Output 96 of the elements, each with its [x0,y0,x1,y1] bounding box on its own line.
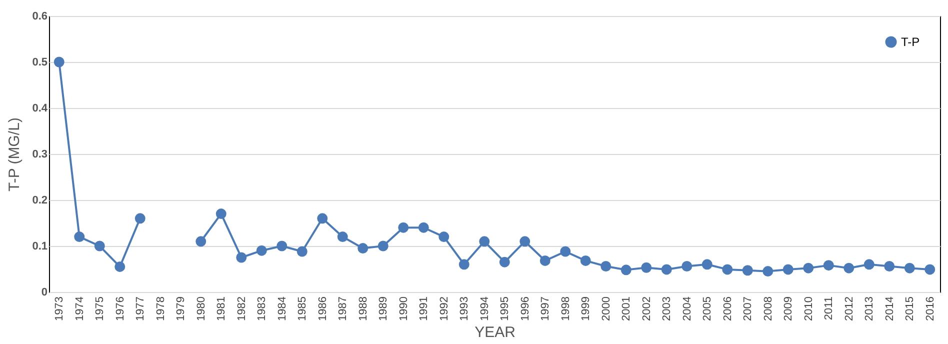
point [782,264,794,275]
point [661,264,672,275]
legend-label: T-P [901,35,920,49]
point [54,56,64,68]
point [520,236,530,247]
x-tick-label: 1976 [114,296,126,321]
point [499,256,510,268]
point [358,243,368,254]
point [134,213,146,224]
x-tick-label: 2015 [904,296,916,321]
x-tick-label: 1986 [316,296,329,321]
point [196,236,206,247]
x-tick-label: 1977 [134,296,147,321]
x-tick-label: 2013 [864,296,876,321]
point [560,246,571,257]
point [702,259,712,270]
point [276,240,288,252]
point [864,259,874,270]
x-tick-label: 1992 [438,296,450,321]
x-tick-label: 1980 [195,296,208,321]
x-tick-label: 1988 [357,296,370,321]
x-tick-label: 1991 [418,296,430,321]
x-tick-label: 2004 [681,296,694,321]
x-tick-label: 1975 [94,296,106,321]
x-tick-label: 2010 [802,296,815,321]
point [94,240,105,252]
x-tick-label: 2000 [600,296,612,321]
point [216,208,226,220]
x-tick-label: 1993 [458,296,471,321]
y-tick-label: 0.2 [32,194,48,206]
point [458,259,470,270]
point [337,232,348,242]
x-tick-label: 2006 [722,296,734,321]
point [580,255,591,266]
point [803,262,814,274]
x-tick-label: 1998 [560,296,572,321]
x-tick-label: 1994 [478,296,491,321]
x-tick-label: 2012 [843,296,856,321]
point [682,261,692,272]
point [600,261,612,272]
point [641,262,652,273]
point [74,232,85,242]
point [236,252,247,263]
point [438,232,450,242]
x-tick-label: 1996 [519,296,532,321]
x-tick-label: 1978 [154,296,167,321]
y-tick-label: 0.3 [32,148,48,160]
x-axis-title: YEAR [474,324,516,341]
x-tick-label: 2001 [620,296,633,321]
x-tick-label: 2008 [762,296,774,321]
y-axis-title: T-P (MG/L) [6,118,24,192]
point [924,264,936,275]
point [114,261,126,272]
x-tick-label: 2002 [640,296,653,321]
point [479,236,490,247]
point [722,264,733,275]
x-tick-label: 1973 [54,296,66,321]
point [904,262,915,274]
point [317,213,328,224]
point [884,261,895,272]
x-tick-label: 1997 [540,296,552,321]
x-tick-label: 2016 [924,296,936,321]
x-tick-label: 2009 [782,296,795,321]
x-tick-label: 2011 [823,296,836,320]
point [823,260,834,271]
x-tick-label: 1989 [378,296,390,321]
x-tick-label: 1984 [276,296,288,321]
x-tick-label: 1987 [337,296,350,321]
y-tick-label: 0.4 [32,102,48,114]
point [378,240,388,252]
x-tick-label: 2007 [742,296,754,321]
x-tick-label: 1981 [216,296,228,321]
point [742,265,753,276]
point [398,222,409,233]
x-tick-label: 2005 [702,296,714,321]
x-tick-label: 1999 [580,296,592,321]
x-tick-label: 1983 [256,296,268,321]
x-tick-label: 2003 [661,296,674,321]
point [296,246,308,257]
y-tick-label: 0.1 [32,240,48,252]
point [540,255,550,266]
y-tick-label: 0.6 [32,10,48,22]
x-tick-label: 1974 [74,296,86,321]
point [418,222,429,233]
x-tick-label: 1982 [236,296,248,321]
point [762,266,774,277]
y-tick-label: 0 [41,286,48,298]
point [256,245,267,256]
point [844,262,854,274]
x-tick-label: 2014 [884,296,896,321]
y-tick-label: 0.5 [32,56,48,68]
x-tick-label: 1990 [398,296,410,321]
x-tick-label: 1995 [499,296,512,321]
x-tick-label: 1985 [296,296,309,321]
point [620,264,632,276]
x-tick-label: 1979 [175,296,188,321]
